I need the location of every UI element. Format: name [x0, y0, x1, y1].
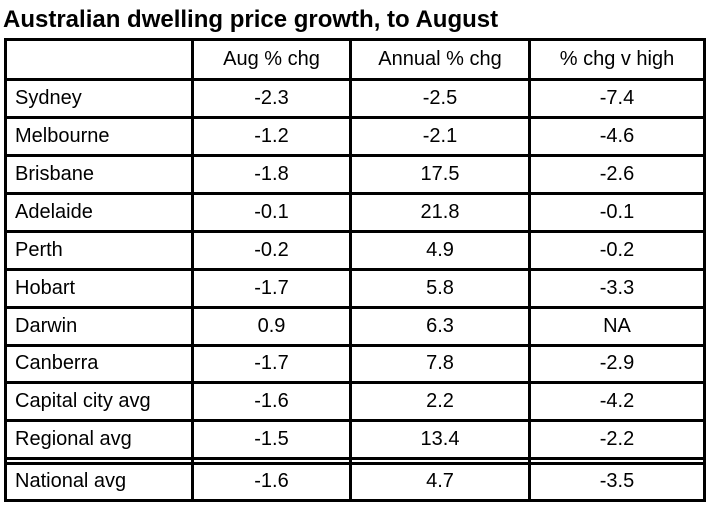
table-row-adelaide: Adelaide -0.1 21.8 -0.1 [4, 192, 706, 233]
row-label-cell: Melbourne [4, 116, 194, 158]
value-cell: -1.7 [191, 267, 352, 309]
row-label-cell: National avg [4, 461, 194, 503]
table-row-brisbane: Brisbane -1.8 17.5 -2.6 [4, 154, 706, 196]
value-cell: -2.3 [191, 78, 352, 120]
value-cell: -1.7 [191, 343, 352, 385]
table-row-perth: Perth -0.2 4.9 -0.2 [4, 229, 706, 271]
table-row-capital-city-avg: Capital city avg -1.6 2.2 -4.2 [4, 381, 706, 423]
value-cell [528, 457, 706, 465]
row-label-cell [4, 457, 194, 465]
column-header-annual-chg: Annual % chg [349, 38, 531, 82]
value-cell: 4.7 [349, 461, 531, 503]
value-cell: -2.5 [349, 78, 531, 120]
value-cell: -0.2 [191, 229, 352, 271]
table-row-regional-avg: Regional avg -1.5 13.4 -2.2 [4, 419, 706, 461]
value-cell: -7.4 [528, 78, 706, 120]
row-label-cell: Perth [4, 229, 194, 271]
value-cell: 17.5 [349, 154, 531, 196]
value-cell: 6.3 [349, 305, 531, 347]
row-label-cell: Regional avg [4, 419, 194, 461]
value-cell: -0.1 [528, 192, 706, 233]
value-cell: -3.3 [528, 267, 706, 309]
page-title: Australian dwelling price growth, to Aug… [3, 6, 499, 33]
dwelling-price-table: Aug % chg Annual % chg % chg v high Sydn… [4, 38, 706, 503]
column-header-chg-v-high: % chg v high [528, 38, 706, 82]
value-cell: 4.9 [349, 229, 531, 271]
table-row-hobart: Hobart -1.7 5.8 -3.3 [4, 267, 706, 309]
table-row-sydney: Sydney -2.3 -2.5 -7.4 [4, 78, 706, 120]
table-row-canberra: Canberra -1.7 7.8 -2.9 [4, 343, 706, 385]
value-cell: -0.2 [528, 229, 706, 271]
row-label-cell: Sydney [4, 78, 194, 120]
value-cell: -1.5 [191, 419, 352, 461]
row-label-cell: Darwin [4, 305, 194, 347]
value-cell: -1.6 [191, 381, 352, 423]
column-header-aug-chg: Aug % chg [191, 38, 352, 82]
value-cell: -2.1 [349, 116, 531, 158]
value-cell: -1.2 [191, 116, 352, 158]
table-row-national-avg: National avg -1.6 4.7 -3.5 [4, 461, 706, 503]
row-label-cell: Capital city avg [4, 381, 194, 423]
value-cell: -2.6 [528, 154, 706, 196]
value-cell: -1.6 [191, 461, 352, 503]
value-cell: -4.2 [528, 381, 706, 423]
table-row-darwin: Darwin 0.9 6.3 NA [4, 305, 706, 347]
value-cell: NA [528, 305, 706, 347]
value-cell: 0.9 [191, 305, 352, 347]
column-header-blank [4, 38, 194, 82]
row-label-cell: Hobart [4, 267, 194, 309]
table-row-melbourne: Melbourne -1.2 -2.1 -4.6 [4, 116, 706, 158]
value-cell: -0.1 [191, 192, 352, 233]
page: Australian dwelling price growth, to Aug… [0, 6, 720, 519]
value-cell: -1.8 [191, 154, 352, 196]
value-cell: -2.9 [528, 343, 706, 385]
value-cell: 13.4 [349, 419, 531, 461]
value-cell: 7.8 [349, 343, 531, 385]
table-row-blank [4, 457, 706, 465]
value-cell [349, 457, 531, 465]
value-cell: -2.2 [528, 419, 706, 461]
row-label-cell: Brisbane [4, 154, 194, 196]
value-cell [191, 457, 352, 465]
value-cell: 21.8 [349, 192, 531, 233]
value-cell: 2.2 [349, 381, 531, 423]
value-cell: 5.8 [349, 267, 531, 309]
value-cell: -3.5 [528, 461, 706, 503]
row-label-cell: Adelaide [4, 192, 194, 233]
value-cell: -4.6 [528, 116, 706, 158]
table-header-row: Aug % chg Annual % chg % chg v high [4, 38, 706, 82]
row-label-cell: Canberra [4, 343, 194, 385]
